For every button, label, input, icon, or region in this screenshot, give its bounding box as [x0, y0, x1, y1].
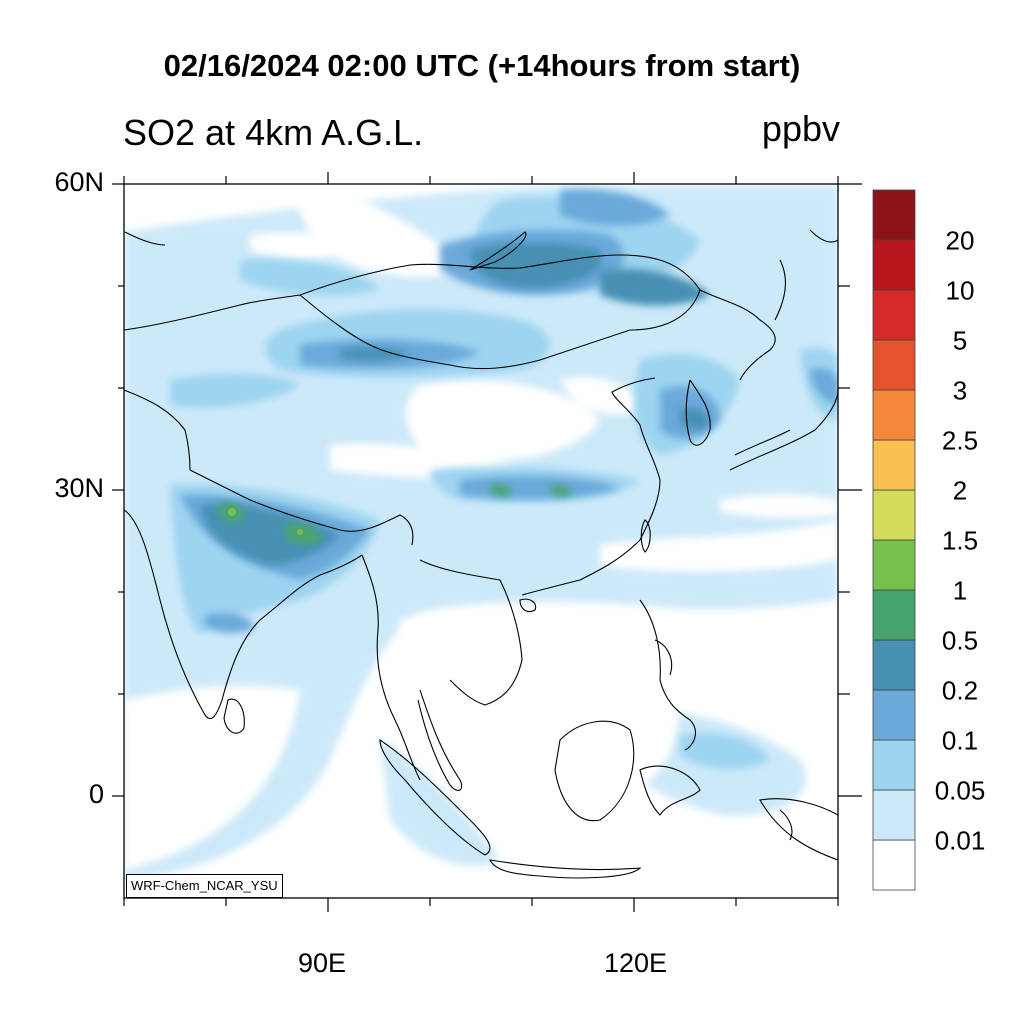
colorbar-label: 1.5: [941, 525, 979, 556]
colorbar-swatch: [872, 189, 916, 241]
axis-ticks: [112, 172, 862, 912]
colorbar-label: 2: [952, 475, 968, 506]
so2-field: [124, 184, 838, 898]
colorbar-label: 0.01: [934, 825, 986, 856]
colorbar-swatch: [872, 339, 916, 391]
plot-title: 02/16/2024 02:00 UTC (+14hours from star…: [163, 48, 801, 83]
lon-tick-label: 90E: [298, 948, 347, 978]
colorbar-swatch: [872, 489, 916, 541]
colorbar-label: 0.1: [941, 725, 979, 756]
colorbar-swatch: [872, 789, 916, 841]
colorbar-label: 2.5: [941, 425, 979, 456]
colorbar-swatch: [872, 689, 916, 741]
colorbar-label: 20: [945, 225, 975, 256]
colorbar-label: 3: [952, 375, 968, 406]
colorbar-label: 10: [945, 275, 975, 306]
lat-tick-label: 0: [88, 779, 104, 809]
colorbar-label: 1: [952, 575, 968, 606]
colorbar-swatch: [872, 589, 916, 641]
colorbar-label: 5: [952, 325, 968, 356]
colorbar-swatch: [872, 439, 916, 491]
colorbar-label: 0.2: [941, 675, 979, 706]
colorbar-swatch: [872, 839, 916, 891]
colorbar-swatch: [872, 389, 916, 441]
lat-tick-label: 30N: [54, 473, 104, 503]
colorbar-swatch: [872, 739, 916, 791]
model-credit: WRF-Chem_NCAR_YSU: [126, 874, 283, 898]
colorbar-swatch: [872, 239, 916, 291]
lon-tick-label: 120E: [604, 948, 668, 978]
colorbar-swatch: [872, 539, 916, 591]
units-label: ppbv: [761, 108, 840, 149]
colorbar-label: 0.5: [941, 625, 979, 656]
coastlines-borders: [124, 229, 838, 879]
colorbar: [872, 189, 916, 891]
lat-tick-label: 60N: [54, 167, 104, 197]
colorbar-swatch: [872, 639, 916, 691]
colorbar-label: 0.05: [934, 775, 986, 806]
variable-label: SO2 at 4km A.G.L.: [123, 112, 424, 153]
colorbar-swatch: [872, 289, 916, 341]
